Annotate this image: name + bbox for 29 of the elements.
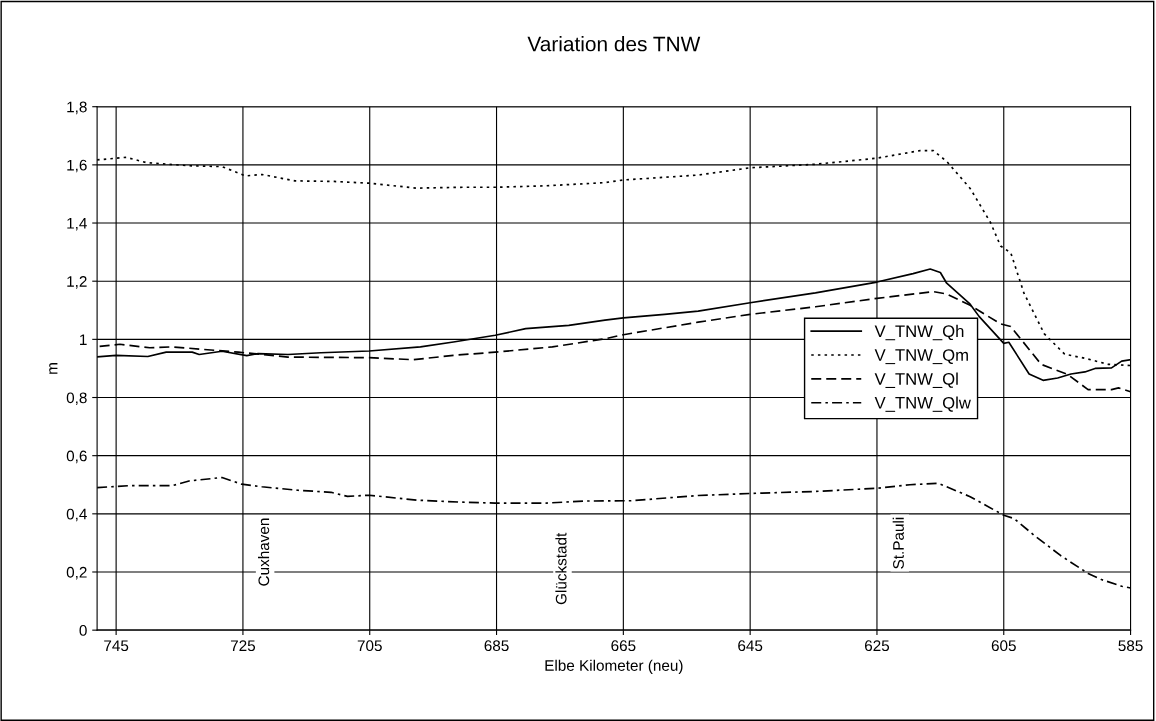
x-tick-label: 585: [1118, 640, 1143, 652]
chart-title: Variation des TNW: [527, 36, 701, 52]
y-axis-title: m: [49, 363, 58, 374]
x-tick-label: 665: [611, 640, 636, 652]
x-tick-label: 725: [230, 640, 256, 652]
x-tick-label: 625: [864, 640, 890, 652]
y-tick-label: 1: [80, 334, 87, 345]
x-axis-title: Elbe Kilometer (neu): [545, 659, 683, 674]
annotation: St.Pauli: [892, 517, 904, 569]
y-tick-label: 1,4: [67, 218, 87, 231]
legend-label: V_TNW_Qh: [874, 324, 964, 341]
y-tick-label: 1,6: [67, 159, 87, 173]
y-tick-label: 1,2: [67, 276, 87, 289]
x-tick-label: 745: [104, 640, 129, 652]
y-tick-label: 0,4: [66, 508, 87, 522]
annotation: Glückstadt: [555, 532, 567, 605]
y-tick-label: 0,6: [66, 450, 87, 464]
annotation: Cuxhaven: [258, 518, 270, 586]
x-tick-label: 605: [991, 640, 1016, 652]
y-tick-label: 0,2: [66, 566, 87, 580]
legend-label: V_TNW_Qlw: [874, 396, 971, 412]
y-tick-label: 1,8: [67, 101, 87, 115]
legend-label: V_TNW_Ql: [874, 372, 958, 388]
x-tick-label: 685: [484, 640, 509, 652]
y-tick-label: 0: [79, 625, 87, 636]
x-tick-label: 705: [357, 640, 382, 652]
legend-label: V_TNW_Qm: [874, 349, 968, 365]
x-tick-label: 645: [738, 640, 763, 652]
y-tick-label: 0,8: [66, 392, 87, 405]
